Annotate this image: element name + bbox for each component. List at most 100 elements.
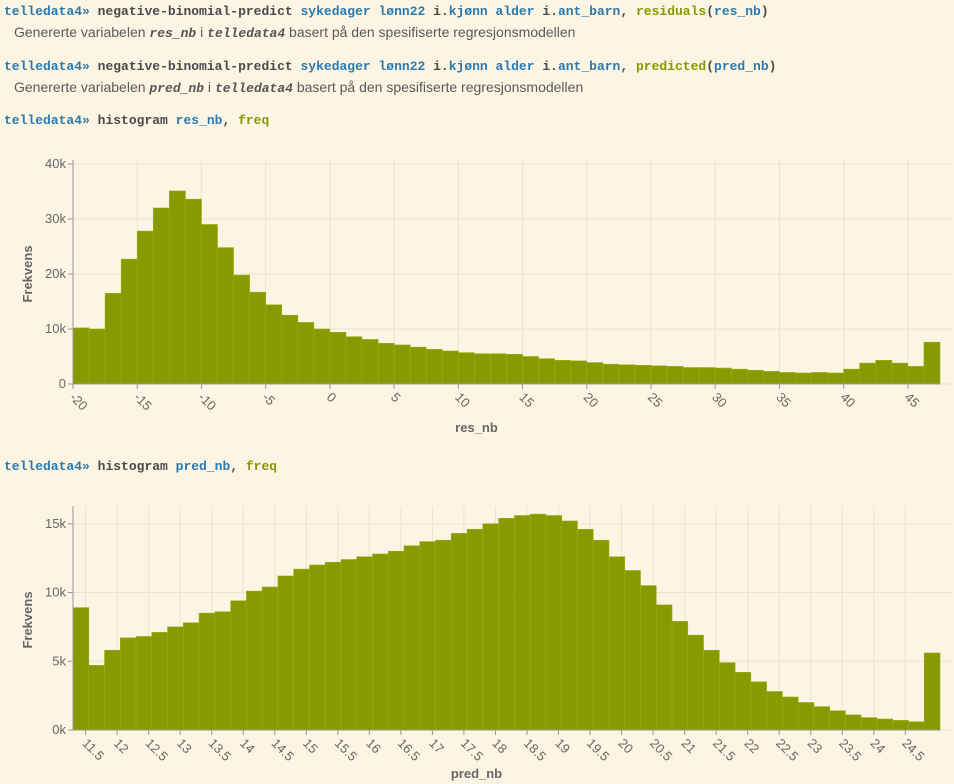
bar: [372, 553, 389, 731]
x-tick-label: 16: [363, 736, 384, 757]
command-token: ,: [230, 459, 246, 474]
bar: [703, 649, 720, 731]
command-token: sykedager: [300, 4, 379, 19]
x-tick-label: 5: [388, 390, 404, 406]
x-tick-label: 14.5: [269, 736, 298, 765]
dataset: telledata4: [214, 81, 293, 96]
bar: [634, 364, 652, 385]
bar: [249, 291, 266, 385]
command-token: kjønn: [448, 59, 496, 74]
command-token: ): [768, 59, 777, 74]
command-token: ): [760, 4, 769, 19]
bar: [514, 515, 531, 731]
x-tick-label: 40: [838, 390, 859, 411]
command-line: telledata4» histogram pred_nb, freq: [4, 459, 277, 474]
command-token: ,: [222, 113, 239, 128]
command-token: i.: [433, 4, 449, 19]
bar: [655, 604, 673, 731]
bar: [136, 230, 154, 385]
x-tick-label: 23: [805, 736, 826, 757]
command-token: freq: [238, 113, 270, 128]
bar: [592, 539, 610, 731]
command-token: negative-binomial-predict: [97, 59, 301, 74]
bar: [277, 575, 294, 731]
bar: [185, 198, 202, 385]
y-tick-label: 20k: [45, 266, 66, 281]
bar: [577, 528, 594, 731]
bar: [747, 369, 764, 385]
command-token: i.: [542, 4, 558, 19]
bar: [892, 720, 909, 731]
x-axis-title: pred_nb: [451, 766, 502, 781]
bar: [687, 634, 704, 731]
command-line: telledata4» negative-binomial-predict sy…: [4, 4, 769, 19]
bar: [859, 362, 877, 385]
x-tick-label: 19: [552, 736, 573, 757]
command-token: i.: [433, 59, 449, 74]
bar: [845, 714, 862, 731]
command-token: residuals: [635, 4, 707, 19]
command-token: pred_nb: [175, 459, 231, 474]
output-text: Genererte variabelen: [14, 24, 146, 40]
bar: [403, 545, 421, 731]
x-tick-label: 17: [426, 736, 447, 757]
bar: [586, 362, 604, 385]
x-tick-label: 24.5: [899, 736, 928, 765]
x-tick-label: 35: [773, 390, 794, 411]
x-tick-label: 13.5: [206, 736, 235, 765]
bar: [393, 344, 411, 385]
bar: [356, 556, 373, 731]
bar: [233, 274, 250, 385]
x-tick-label: 11.5: [79, 736, 107, 764]
x-tick-label: 30: [709, 390, 730, 411]
command-token: histogram: [97, 459, 176, 474]
bar: [361, 339, 379, 385]
bar: [265, 304, 283, 385]
bar: [529, 513, 547, 731]
y-axis-title: Frekvens: [20, 245, 35, 302]
bar: [201, 224, 218, 385]
bar: [498, 517, 515, 731]
variable: res_nb: [149, 26, 197, 41]
bar: [734, 671, 752, 731]
bar: [797, 702, 815, 731]
bar: [451, 533, 468, 731]
bar: [340, 559, 358, 731]
bar: [795, 372, 812, 385]
command-token: (: [706, 4, 715, 19]
x-tick-label: 17.5: [458, 736, 487, 765]
bar: [522, 356, 539, 385]
dataset: telledata4: [207, 26, 286, 41]
x-tick-label: 14: [237, 736, 258, 757]
bar: [714, 367, 732, 385]
bar: [151, 632, 168, 731]
x-tick-label: 15.5: [332, 736, 361, 765]
bar: [466, 528, 484, 731]
bar: [618, 364, 636, 385]
x-tick-label: 24: [868, 736, 889, 757]
bar: [261, 586, 279, 731]
command-token: ,: [620, 4, 636, 19]
prompt: telledata4»: [4, 59, 90, 74]
bar: [183, 622, 200, 731]
prompt: telledata4»: [4, 4, 90, 19]
x-tick-label: 45: [902, 390, 923, 411]
x-tick-label: -20: [67, 390, 91, 414]
x-tick-label: 15: [300, 736, 321, 757]
bar: [167, 626, 184, 731]
bar: [923, 652, 941, 731]
command-line: telledata4» histogram res_nb, freq: [4, 113, 269, 128]
bar: [120, 258, 138, 385]
bar: [908, 721, 925, 731]
x-tick-label: 18.5: [521, 736, 550, 765]
x-tick-label: 25: [645, 390, 666, 411]
bar: [730, 368, 748, 385]
command-token: kjønn: [448, 4, 496, 19]
command-token: lønn22: [378, 4, 434, 19]
x-tick-label: 22: [742, 736, 763, 757]
bar: [891, 362, 909, 385]
output-text: basert på den spesifiserte regresjonsmod…: [289, 24, 576, 40]
bar: [763, 371, 780, 385]
bar: [624, 570, 641, 731]
